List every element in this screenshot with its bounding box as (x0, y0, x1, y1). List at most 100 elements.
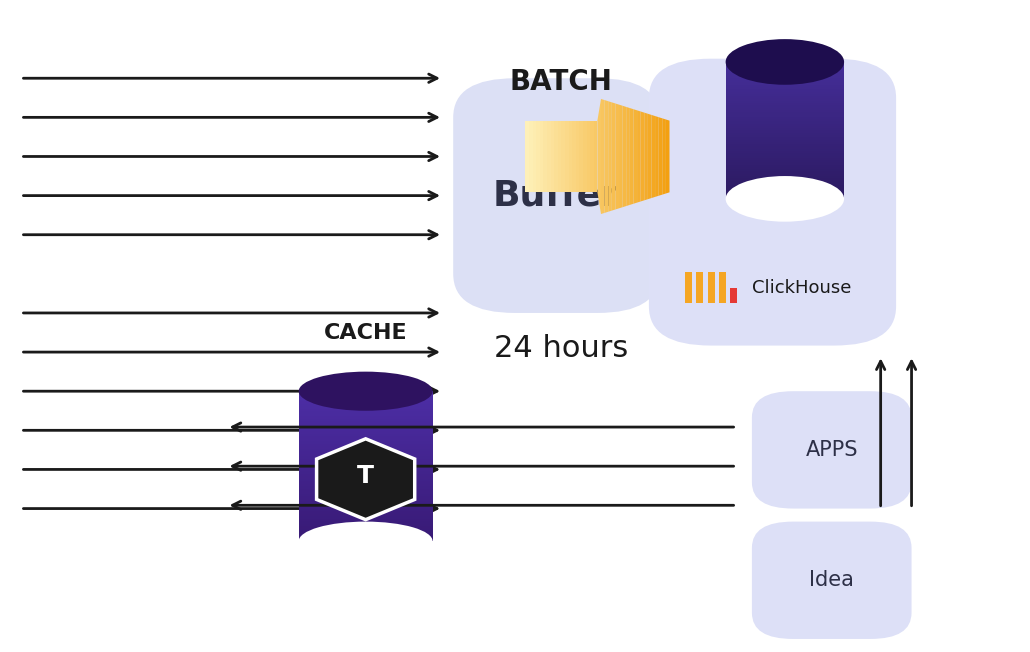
Polygon shape (299, 509, 433, 511)
Polygon shape (725, 89, 845, 91)
Polygon shape (299, 539, 433, 541)
Polygon shape (299, 398, 433, 401)
Polygon shape (725, 74, 845, 76)
Polygon shape (299, 429, 433, 431)
Polygon shape (299, 473, 433, 476)
Polygon shape (708, 272, 715, 303)
Polygon shape (725, 147, 845, 149)
Polygon shape (299, 426, 433, 429)
Polygon shape (299, 454, 433, 456)
Polygon shape (576, 121, 579, 192)
Polygon shape (622, 106, 626, 207)
Polygon shape (299, 526, 433, 529)
Polygon shape (299, 529, 433, 531)
Polygon shape (299, 506, 433, 509)
Polygon shape (725, 162, 845, 164)
Polygon shape (590, 121, 593, 192)
Ellipse shape (725, 39, 845, 85)
Polygon shape (725, 87, 845, 89)
Polygon shape (299, 491, 433, 494)
Polygon shape (725, 83, 845, 85)
Text: Buffer: Buffer (492, 179, 620, 213)
Polygon shape (299, 459, 433, 461)
Polygon shape (725, 76, 845, 78)
Text: BATCH: BATCH (510, 68, 613, 95)
Polygon shape (612, 102, 616, 211)
Polygon shape (725, 135, 845, 137)
Polygon shape (547, 121, 550, 192)
Polygon shape (299, 489, 433, 491)
Polygon shape (299, 533, 433, 536)
Polygon shape (725, 173, 845, 176)
Polygon shape (299, 431, 433, 434)
Polygon shape (725, 155, 845, 158)
Polygon shape (725, 71, 845, 74)
Ellipse shape (299, 522, 433, 561)
Polygon shape (299, 413, 433, 416)
Polygon shape (564, 121, 569, 192)
Polygon shape (725, 197, 845, 199)
Polygon shape (299, 446, 433, 449)
Polygon shape (608, 101, 612, 212)
Polygon shape (725, 140, 845, 142)
Ellipse shape (299, 372, 433, 411)
Polygon shape (299, 481, 433, 484)
Polygon shape (725, 133, 845, 135)
Polygon shape (725, 144, 845, 147)
Polygon shape (299, 409, 433, 411)
Polygon shape (602, 99, 605, 214)
Text: ClickHouse: ClickHouse (752, 278, 851, 297)
Polygon shape (619, 104, 622, 209)
Polygon shape (299, 464, 433, 466)
Polygon shape (725, 185, 845, 188)
Polygon shape (725, 153, 845, 155)
Polygon shape (299, 391, 433, 394)
Polygon shape (299, 416, 433, 419)
Polygon shape (536, 121, 540, 192)
Polygon shape (725, 98, 845, 101)
Polygon shape (630, 108, 633, 205)
Polygon shape (533, 121, 536, 192)
Polygon shape (725, 78, 845, 80)
Polygon shape (587, 121, 590, 192)
Polygon shape (725, 171, 845, 173)
Polygon shape (316, 439, 415, 520)
Polygon shape (558, 121, 561, 192)
Polygon shape (299, 421, 433, 424)
Polygon shape (299, 419, 433, 421)
Polygon shape (725, 126, 845, 128)
Polygon shape (299, 524, 433, 526)
Text: 24 hours: 24 hours (494, 334, 628, 363)
Polygon shape (645, 113, 648, 200)
Polygon shape (525, 121, 529, 192)
Polygon shape (725, 181, 845, 183)
Polygon shape (725, 160, 845, 162)
Polygon shape (569, 121, 573, 192)
Polygon shape (730, 288, 737, 303)
Polygon shape (299, 484, 433, 486)
Polygon shape (725, 119, 845, 121)
Polygon shape (725, 176, 845, 178)
Polygon shape (725, 164, 845, 167)
Polygon shape (725, 169, 845, 171)
Polygon shape (725, 121, 845, 123)
Polygon shape (666, 119, 670, 194)
Polygon shape (725, 67, 845, 69)
Polygon shape (299, 476, 433, 479)
Text: APPS: APPS (805, 440, 858, 460)
Polygon shape (299, 466, 433, 469)
Polygon shape (561, 121, 564, 192)
Polygon shape (725, 101, 845, 103)
Polygon shape (725, 190, 845, 192)
Polygon shape (299, 394, 433, 396)
Polygon shape (725, 62, 845, 64)
Polygon shape (655, 116, 659, 197)
Polygon shape (299, 471, 433, 473)
Polygon shape (299, 449, 433, 451)
Polygon shape (725, 142, 845, 144)
Polygon shape (659, 117, 662, 196)
Polygon shape (605, 100, 608, 213)
Polygon shape (725, 149, 845, 151)
Polygon shape (641, 111, 645, 201)
Polygon shape (554, 121, 558, 192)
